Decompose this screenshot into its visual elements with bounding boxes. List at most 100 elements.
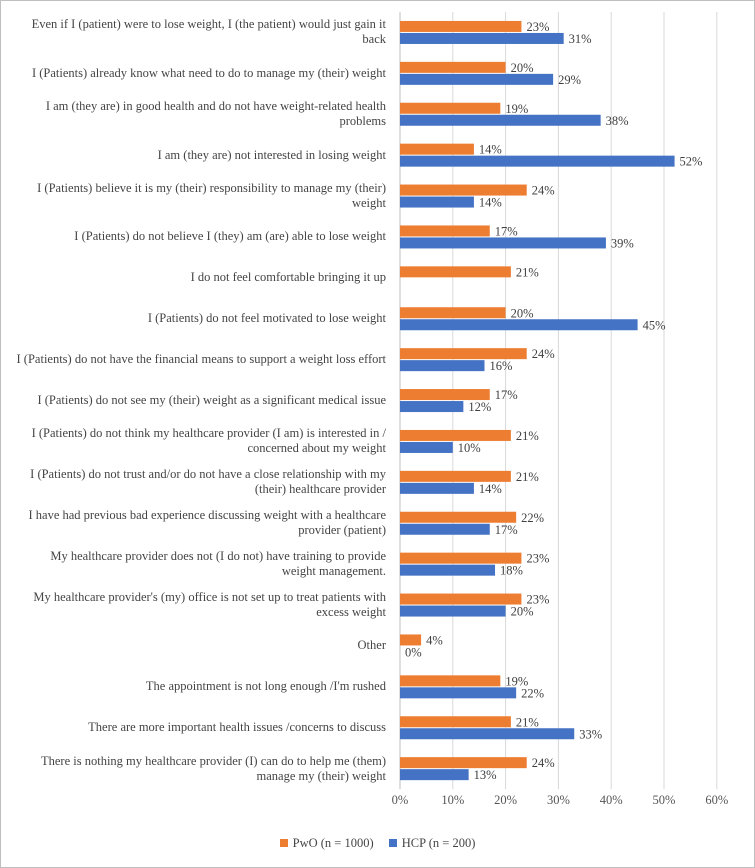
bar-pwo — [400, 102, 501, 114]
data-label-hcp: 14% — [479, 482, 502, 496]
data-label-hcp: 12% — [468, 400, 491, 414]
x-tick-label: 40% — [600, 793, 623, 807]
data-label-hcp: 45% — [643, 318, 666, 332]
data-label-pwo: 24% — [532, 347, 555, 361]
category-label: I (Patients) do not see my (their) weigh… — [37, 393, 386, 408]
data-label-pwo: 22% — [521, 511, 544, 525]
data-label-pwo: 20% — [511, 306, 534, 320]
category-label: My healthcare provider does not (I do no… — [50, 549, 386, 579]
bar-pwo — [400, 20, 522, 32]
data-label-pwo: 24% — [532, 184, 555, 198]
x-tick-label: 60% — [705, 793, 728, 807]
bar-hcp — [400, 155, 675, 167]
bar-pwo — [400, 184, 527, 196]
bar-pwo — [400, 593, 522, 605]
data-label-hcp: 33% — [579, 727, 602, 741]
data-label-hcp: 52% — [680, 155, 703, 169]
data-label-pwo: 23% — [526, 552, 549, 566]
category-label: I have had previous bad experience discu… — [28, 508, 386, 538]
data-label-pwo: 17% — [495, 224, 518, 238]
data-label-pwo: 24% — [532, 756, 555, 770]
data-label-pwo: 17% — [495, 388, 518, 402]
data-label-hcp: 20% — [511, 605, 534, 619]
data-label-pwo: 20% — [511, 61, 534, 75]
bar-pwo — [400, 225, 490, 237]
bar-hcp — [400, 769, 469, 781]
data-label-pwo: 23% — [526, 20, 549, 34]
category-label: I (Patients) do not trust and/or do not … — [30, 467, 386, 497]
bar-hcp — [400, 237, 606, 249]
bar-pwo — [400, 307, 506, 319]
bar-pwo — [400, 757, 527, 769]
bar-hcp — [400, 564, 496, 576]
legend-item-pwo: PwO (n = 1000) — [279, 836, 374, 851]
bar-pwo — [400, 511, 517, 523]
data-label-hcp: 16% — [489, 359, 512, 373]
data-label-pwo: 21% — [516, 470, 539, 484]
bar-hcp — [400, 73, 554, 85]
bar-pwo — [400, 429, 511, 441]
bar-hcp — [400, 482, 474, 494]
data-label-hcp: 31% — [569, 32, 592, 46]
data-label-hcp: 0% — [405, 645, 422, 659]
category-label: I (Patients) do not think my healthcare … — [31, 426, 386, 456]
data-label-hcp: 29% — [558, 73, 581, 87]
bar-pwo — [400, 716, 511, 728]
bar-pwo — [400, 389, 490, 401]
bar-hcp — [400, 605, 506, 617]
bar-hcp — [400, 401, 464, 413]
legend-label-pwo: PwO (n = 1000) — [292, 836, 374, 850]
bar-pwo — [400, 552, 522, 564]
legend-label-hcp: HCP (n = 200) — [401, 836, 476, 850]
data-label-hcp: 13% — [474, 768, 497, 782]
bar-pwo — [400, 675, 501, 687]
x-tick-label: 30% — [547, 793, 570, 807]
category-label: I (Patients) do not feel motivated to lo… — [147, 311, 386, 326]
category-label: Even if I (patient) were to lose weight,… — [31, 17, 386, 47]
bar-pwo — [400, 470, 511, 482]
bar-hcp — [400, 319, 638, 331]
legend: PwO (n = 1000) HCP (n = 200) — [0, 836, 755, 851]
data-label-pwo: 23% — [526, 593, 549, 607]
legend-swatch-pwo — [279, 839, 288, 848]
bar-hcp — [400, 523, 490, 535]
data-label-hcp: 18% — [500, 564, 523, 578]
bar-pwo — [400, 61, 506, 73]
data-label-hcp: 38% — [606, 114, 629, 128]
category-label: I (Patients) do not have the financial m… — [16, 352, 386, 367]
category-label: I (Patients) already know what need to d… — [31, 65, 386, 80]
legend-swatch-hcp — [388, 839, 397, 848]
category-label: There are more important health issues /… — [88, 720, 386, 735]
x-tick-label: 20% — [494, 793, 517, 807]
data-label-pwo: 4% — [426, 633, 443, 647]
data-label-pwo: 21% — [516, 265, 539, 279]
bar-pwo — [400, 634, 422, 646]
data-label-pwo: 21% — [516, 429, 539, 443]
data-label-pwo: 14% — [479, 143, 502, 157]
legend-item-hcp: HCP (n = 200) — [388, 836, 476, 851]
category-label: I am (they are) not interested in losing… — [157, 147, 386, 162]
data-label-hcp: 17% — [495, 523, 518, 537]
x-tick-label: 10% — [441, 793, 464, 807]
bar-hcp — [400, 32, 564, 44]
data-label-hcp: 39% — [611, 236, 634, 250]
bar-hcp — [400, 441, 453, 453]
bar-pwo — [400, 266, 511, 278]
bar-pwo — [400, 143, 474, 155]
x-tick-label: 0% — [392, 793, 409, 807]
data-label-hcp: 22% — [521, 686, 544, 700]
bar-pwo — [400, 348, 527, 360]
category-label: I (Patients) believe it is my (their) re… — [37, 181, 386, 211]
data-label-pwo: 19% — [505, 674, 528, 688]
bar-hcp — [400, 114, 601, 126]
category-label: Other — [357, 638, 386, 653]
category-label: I (Patients) do not believe I (they) am … — [74, 229, 386, 244]
data-label-hcp: 10% — [458, 441, 481, 455]
category-label: I do not feel comfortable bringing it up — [190, 270, 386, 285]
data-label-pwo: 19% — [505, 102, 528, 116]
x-tick-label: 50% — [653, 793, 676, 807]
bar-hcp — [400, 687, 517, 699]
data-label-hcp: 14% — [479, 196, 502, 210]
